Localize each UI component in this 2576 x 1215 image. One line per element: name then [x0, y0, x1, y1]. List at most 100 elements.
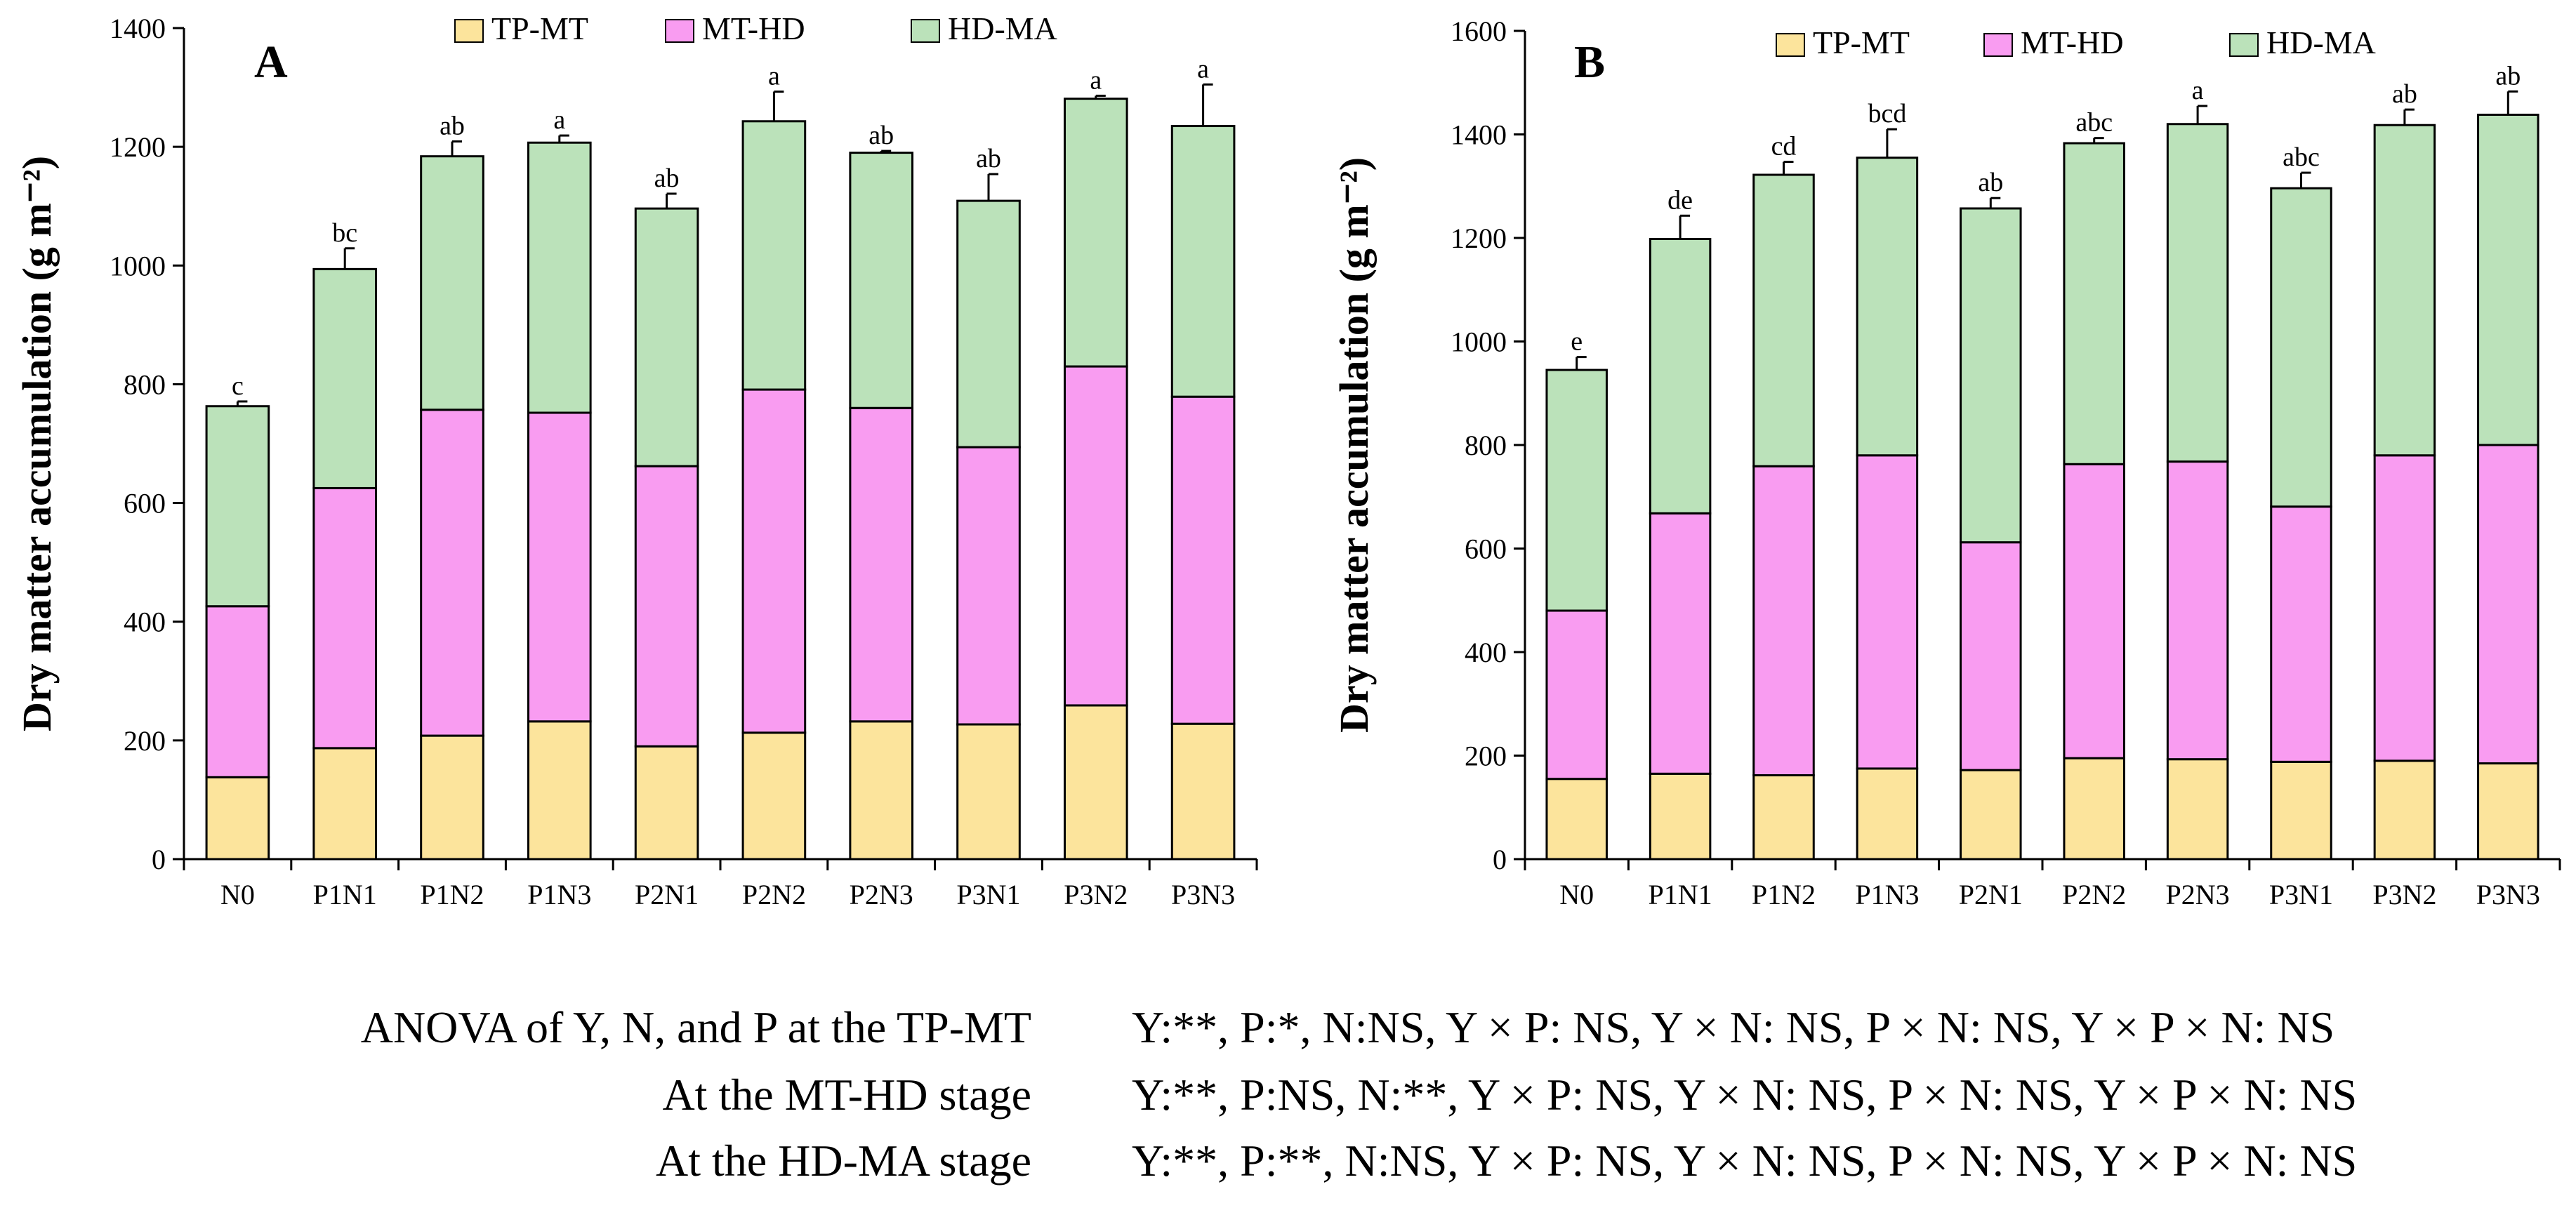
bar-segment-mt-hd-p1n2 [420, 409, 484, 737]
x-category-label: N0 [1559, 879, 1594, 910]
y-tick-label: 1000 [1451, 326, 1507, 358]
bar-segment-hd-ma-p3n1 [2270, 187, 2332, 508]
panel-label: A [254, 36, 288, 88]
significance-letter: abc [2283, 142, 2320, 172]
significance-letter: ab [868, 121, 894, 150]
bar-segment-hd-ma-p3n1 [956, 199, 1021, 449]
y-tick-label: 400 [124, 606, 166, 638]
x-category-label: N0 [220, 879, 255, 910]
bar-segment-mt-hd-p1n1 [1649, 512, 1712, 775]
bar-segment-mt-hd-p2n2 [741, 388, 807, 734]
legend-swatch-hd-ma [911, 19, 940, 43]
bar-segment-tp-mt-p2n1 [634, 745, 699, 861]
x-category-label: P1N1 [313, 879, 377, 910]
legend-label-tp-mt: TP-MT [1813, 25, 1910, 60]
x-category-label: P3N3 [2476, 879, 2540, 910]
x-category-label: P2N3 [850, 879, 913, 910]
x-category-label: P2N2 [742, 879, 806, 910]
bar-segment-tp-mt-p1n2 [1752, 774, 1815, 861]
x-category-label: P2N1 [1959, 879, 2023, 910]
legend-label-mt-hd: MT-HD [2021, 25, 2124, 60]
bar-segment-hd-ma-p3n2 [1063, 98, 1128, 368]
bar-segment-tp-mt-p2n3 [849, 720, 914, 861]
anova-value-hd-ma: Y:**, P:**, N:NS, Y × P: NS, Y × N: NS, … [1132, 1136, 2358, 1186]
significance-letter: de [1667, 185, 1693, 215]
bar-segment-hd-ma-n0 [1545, 369, 1608, 612]
y-tick-label: 200 [124, 725, 166, 757]
x-category-label: P3N1 [956, 879, 1020, 910]
y-tick-label: 1600 [1451, 15, 1507, 47]
bar-segment-mt-hd-n0 [205, 605, 270, 778]
bar-segment-mt-hd-n0 [1545, 609, 1608, 781]
x-category-label: P3N2 [1064, 879, 1128, 910]
x-category-label: P3N3 [1171, 879, 1235, 910]
y-tick-label: 600 [124, 488, 166, 519]
legend-swatch-mt-hd [1983, 33, 2013, 57]
bar-segment-mt-hd-p2n3 [849, 406, 914, 723]
bar-segment-tp-mt-n0 [205, 776, 270, 861]
legend-label-tp-mt: TP-MT [491, 11, 588, 46]
bar-segment-hd-ma-p1n1 [312, 267, 378, 489]
bar-segment-mt-hd-p3n3 [1170, 395, 1236, 725]
bar-segment-hd-ma-p2n1 [634, 207, 699, 467]
legend-label-hd-ma: HD-MA [2266, 25, 2376, 60]
significance-letter: a [553, 105, 565, 135]
y-tick-label: 0 [1493, 844, 1507, 875]
bar-segment-tp-mt-p3n1 [956, 723, 1021, 861]
bar-segment-tp-mt-p1n3 [527, 720, 592, 861]
significance-letter: a [2192, 76, 2204, 105]
legend-swatch-tp-mt [454, 19, 484, 43]
bar-segment-tp-mt-p2n2 [741, 731, 807, 861]
bar-segment-mt-hd-p3n3 [2477, 444, 2539, 765]
significance-letter: a [1090, 65, 1102, 95]
bar-segment-hd-ma-p1n3 [1856, 157, 1919, 457]
bar-segment-mt-hd-p1n1 [312, 486, 378, 750]
bar-segment-tp-mt-p2n1 [1960, 769, 2022, 861]
significance-letter: a [1197, 54, 1209, 84]
bar-segment-hd-ma-p2n2 [2063, 142, 2125, 465]
y-tick-label: 600 [1465, 533, 1507, 565]
bar-segment-hd-ma-p3n3 [2477, 113, 2539, 446]
y-tick-label: 1200 [1451, 223, 1507, 254]
y-axis-title: Dry matter accumulation (g m⁻²) [1331, 157, 1377, 733]
bar-segment-mt-hd-p3n2 [1063, 365, 1128, 707]
y-tick-label: 1400 [1451, 119, 1507, 151]
bar-segment-hd-ma-p3n3 [1170, 125, 1236, 398]
x-category-label: P2N1 [635, 879, 699, 910]
y-tick-label: 400 [1465, 637, 1507, 668]
chart-panel-a: 0200400600800100012001400decN0cdbcP1N1bc… [14, 11, 1258, 910]
significance-letter: ab [2495, 61, 2521, 91]
significance-letter: ab [1978, 168, 2003, 197]
bar-segment-hd-ma-p2n1 [1960, 207, 2022, 544]
significance-letter: c [232, 371, 244, 401]
y-tick-label: 0 [152, 844, 166, 875]
anova-label-mt-hd: At the MT-HD stage [662, 1070, 1031, 1120]
significance-letter: cd [1771, 132, 1797, 161]
legend-swatch-tp-mt [1776, 33, 1805, 57]
chart-panel-b: 02004006008001000120014001600bdeN0abbdeP… [1331, 15, 2561, 910]
x-category-label: P2N3 [2166, 879, 2230, 910]
significance-letter: ab [976, 144, 1001, 173]
x-category-label: P3N1 [2269, 879, 2333, 910]
y-axis-title: Dry matter accumulation (g m⁻²) [14, 156, 60, 731]
bar-segment-mt-hd-p2n2 [2063, 463, 2125, 759]
bar-segment-mt-hd-p2n3 [2166, 460, 2229, 761]
bar-segment-tp-mt-p2n3 [2166, 758, 2229, 861]
x-category-label: P1N3 [527, 879, 591, 910]
panel-label: B [1574, 36, 1605, 88]
x-category-label: P3N2 [2372, 879, 2436, 910]
x-category-label: P1N2 [420, 879, 484, 910]
bar-segment-mt-hd-p3n2 [2373, 454, 2436, 762]
significance-letter: ab [2392, 79, 2417, 109]
bar-segment-hd-ma-p3n2 [2373, 124, 2436, 457]
y-tick-label: 200 [1465, 741, 1507, 772]
y-tick-label: 1400 [110, 13, 166, 44]
bar-segment-hd-ma-p2n3 [2166, 123, 2229, 463]
legend-label-hd-ma: HD-MA [948, 11, 1057, 46]
legend-swatch-hd-ma [2229, 33, 2259, 57]
significance-letter: bc [332, 218, 357, 248]
y-tick-label: 800 [1465, 430, 1507, 461]
bar-segment-tp-mt-p1n3 [1856, 767, 1919, 861]
bar-segment-hd-ma-p1n2 [420, 155, 484, 411]
bar-segment-mt-hd-p2n1 [1960, 541, 2022, 771]
